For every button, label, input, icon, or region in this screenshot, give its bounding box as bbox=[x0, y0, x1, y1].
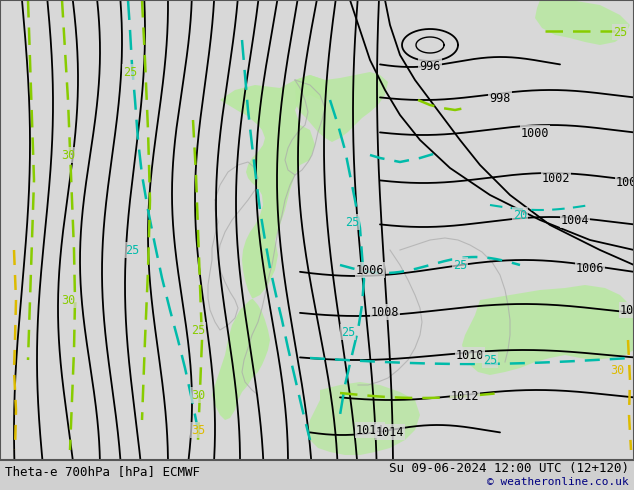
Text: 1004: 1004 bbox=[560, 214, 589, 226]
Text: 25: 25 bbox=[191, 323, 205, 337]
Text: 35: 35 bbox=[191, 423, 205, 437]
Text: 998: 998 bbox=[489, 92, 511, 104]
Text: 25: 25 bbox=[125, 244, 139, 256]
Polygon shape bbox=[308, 382, 420, 455]
Text: 30: 30 bbox=[610, 364, 624, 376]
Text: Theta-e 700hPa [hPa] ECMWF: Theta-e 700hPa [hPa] ECMWF bbox=[5, 466, 200, 479]
Polygon shape bbox=[535, 0, 630, 45]
Text: © weatheronline.co.uk: © weatheronline.co.uk bbox=[488, 477, 629, 487]
Text: 1006: 1006 bbox=[576, 262, 604, 274]
Polygon shape bbox=[212, 75, 330, 420]
Text: 25: 25 bbox=[123, 66, 137, 78]
Text: 1008: 1008 bbox=[371, 305, 399, 318]
Text: 1008: 1008 bbox=[620, 303, 634, 317]
Text: 1000: 1000 bbox=[521, 126, 549, 140]
Text: 1014: 1014 bbox=[356, 423, 384, 437]
Polygon shape bbox=[462, 285, 634, 375]
Text: 30: 30 bbox=[191, 389, 205, 401]
Text: 25: 25 bbox=[613, 25, 627, 39]
Text: 25: 25 bbox=[345, 216, 359, 228]
Text: 25: 25 bbox=[341, 325, 355, 339]
Text: 1002: 1002 bbox=[616, 175, 634, 189]
Text: 1010: 1010 bbox=[456, 348, 484, 362]
Text: 996: 996 bbox=[419, 59, 441, 73]
Text: 25: 25 bbox=[453, 259, 467, 271]
Text: 30: 30 bbox=[61, 148, 75, 162]
Text: 1014: 1014 bbox=[376, 425, 404, 439]
Text: 1002: 1002 bbox=[541, 172, 570, 185]
Text: 20: 20 bbox=[513, 209, 527, 221]
Polygon shape bbox=[295, 72, 388, 142]
Text: 25: 25 bbox=[483, 353, 497, 367]
Text: 30: 30 bbox=[61, 294, 75, 307]
Text: Su 09-06-2024 12:00 UTC (12+120): Su 09-06-2024 12:00 UTC (12+120) bbox=[389, 462, 629, 474]
Text: 1006: 1006 bbox=[356, 264, 384, 276]
Text: 1012: 1012 bbox=[451, 390, 479, 402]
Bar bbox=[0, 460, 634, 490]
